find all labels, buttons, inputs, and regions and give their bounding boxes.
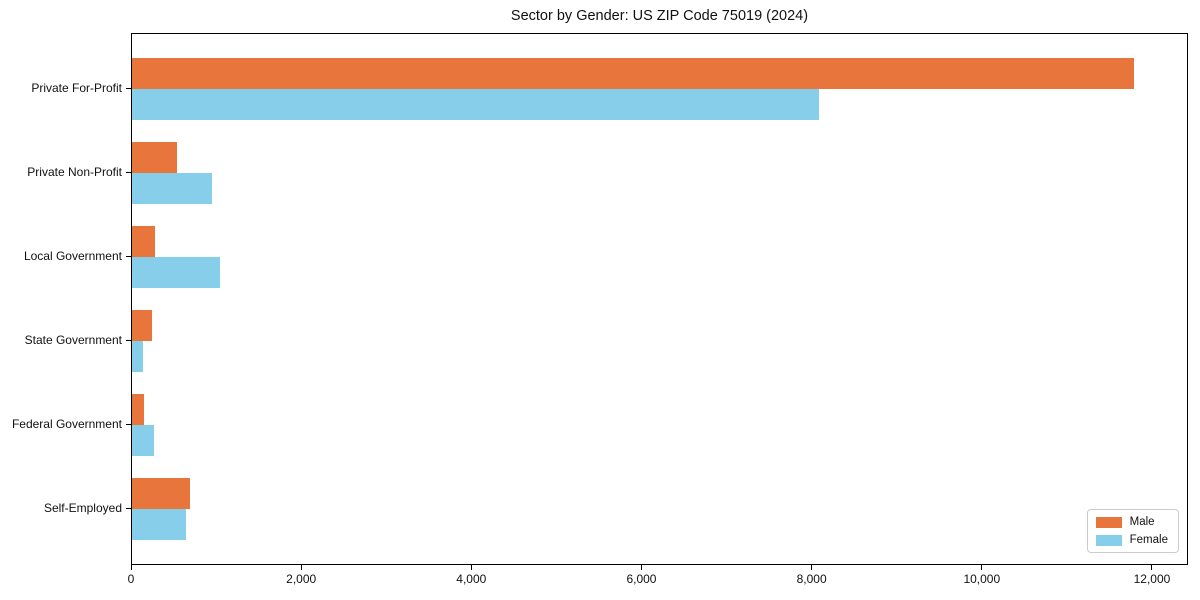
bar-male-local-government — [132, 226, 155, 257]
x-tick-mark — [1151, 565, 1153, 570]
y-tick-mark — [126, 88, 131, 89]
bar-male-private-for-profit — [132, 58, 1134, 89]
legend-item-male: Male — [1095, 516, 1168, 528]
bar-female-local-government — [132, 257, 220, 288]
bar-female-private-non-profit — [132, 173, 212, 204]
y-tick-mark — [126, 340, 131, 341]
y-tick-mark — [126, 172, 131, 173]
legend: Male Female — [1086, 509, 1179, 553]
x-tick-label: 8,000 — [796, 572, 827, 586]
legend-swatch-male — [1095, 516, 1122, 528]
bar-female-state-government — [132, 341, 143, 372]
bar-male-private-non-profit — [132, 142, 177, 173]
legend-swatch-female — [1095, 534, 1122, 546]
x-tick-mark — [640, 565, 642, 570]
x-tick-mark — [811, 565, 813, 570]
legend-label: Female — [1129, 534, 1168, 546]
y-tick-mark — [126, 256, 131, 257]
x-tick-label: 0 — [127, 572, 135, 586]
y-tick-label: Private Non-Profit — [27, 165, 122, 179]
x-tick-mark — [470, 565, 472, 570]
x-tick-label: 12,000 — [1133, 572, 1171, 586]
x-tick-label: 4,000 — [456, 572, 487, 586]
y-tick-label: Federal Government — [11, 417, 122, 431]
bar-male-federal-government — [132, 394, 144, 425]
chart-title: Sector by Gender: US ZIP Code 75019 (202… — [510, 8, 809, 24]
bar-female-private-for-profit — [132, 89, 819, 120]
x-tick-label: 6,000 — [626, 572, 657, 586]
x-tick-mark — [981, 565, 983, 570]
y-tick-label: Local Government — [23, 249, 122, 263]
y-tick-label: Private For-Profit — [31, 81, 122, 95]
legend-label: Male — [1129, 516, 1155, 528]
bar-male-state-government — [132, 310, 152, 341]
bar-female-self-employed — [132, 509, 186, 540]
x-tick-mark — [130, 565, 132, 570]
bar-male-self-employed — [132, 478, 190, 509]
x-tick-label: 2,000 — [286, 572, 317, 586]
y-tick-mark — [126, 424, 131, 425]
legend-item-female: Female — [1095, 534, 1168, 546]
y-tick-mark — [126, 508, 131, 509]
bar-female-federal-government — [132, 425, 154, 456]
y-tick-label: State Government — [24, 333, 122, 347]
plot-area — [131, 33, 1188, 565]
x-tick-label: 10,000 — [963, 572, 1001, 586]
x-tick-mark — [300, 565, 302, 570]
y-tick-label: Self-Employed — [43, 501, 122, 515]
